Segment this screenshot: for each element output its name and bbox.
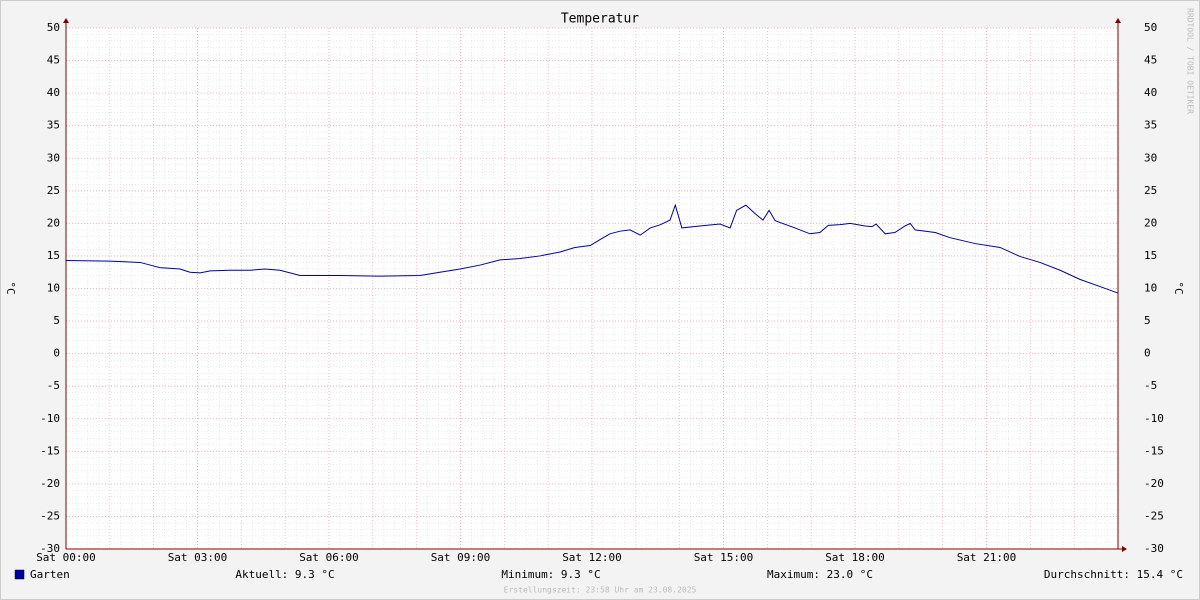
y-tick-label: 30 [47,151,60,164]
y-tick-label: 15 [47,249,60,262]
watermark: RRDTOOL / TOBI OETIKER [1186,8,1195,114]
y-tick-label: -15 [40,444,60,457]
y-tick-label-right: -15 [1144,444,1164,457]
legend-entry: Garten [30,568,70,581]
y-tick-label-right: 45 [1144,54,1157,67]
y-tick-label: 40 [47,86,60,99]
axis-arrow [1115,18,1121,23]
y-tick-label: -25 [40,509,60,522]
marks [65,203,1119,294]
y-tick-label: 20 [47,216,60,229]
y-tick-label: 5 [53,314,60,327]
chart-title: Temperatur [561,12,639,27]
y-tick-label: -20 [40,477,60,490]
legend-swatch [14,569,25,580]
stat: Maximum: 23.0 °C [767,568,873,581]
stat: Aktuell: 9.3 °C [235,568,334,581]
y-tick-label: -30 [40,542,60,555]
y-tick-label: 25 [47,184,60,197]
stat: Durchschnitt: 15.4 °C [1044,568,1183,581]
y-tick-label-right: -10 [1144,412,1164,425]
axis-arrow [63,18,69,23]
y-tick-label: 10 [47,282,60,295]
y-tick-label: 50 [47,21,60,34]
footer: Erstellungszeit: 23:58 Uhr am 23.08.2025 [504,586,697,595]
y-tick-label: -10 [40,412,60,425]
x-tick-label: Sat 06:00 [299,551,359,564]
stat: Minimum: 9.3 °C [501,568,600,581]
y-tick-label: -5 [47,379,60,392]
y-axis-label: °C [4,281,17,294]
y-tick-label-right: -25 [1144,509,1164,522]
y-tick-label-right: 10 [1144,282,1157,295]
y-tick-label-right: 35 [1144,119,1157,132]
y-tick-label-right: 20 [1144,216,1157,229]
y-tick-label-right: -5 [1144,379,1157,392]
y-tick-label-right: -30 [1144,542,1164,555]
y-tick-label-right: 40 [1144,86,1157,99]
y-tick-label-right: -20 [1144,477,1164,490]
y-tick-label: 0 [53,347,60,360]
y-tick-label-right: 15 [1144,249,1157,262]
axis-arrow [1122,546,1127,552]
y-tick-label-right: 5 [1144,314,1151,327]
x-tick-label: Sat 21:00 [957,551,1017,564]
y-tick-label: 35 [47,119,60,132]
x-tick-label: Sat 18:00 [825,551,885,564]
x-tick-label: Sat 00:00 [36,551,96,564]
x-tick-label: Sat 15:00 [694,551,754,564]
y-tick-label-right: 30 [1144,151,1157,164]
y-tick-label-right: 50 [1144,21,1157,34]
y-tick-label-right: 25 [1144,184,1157,197]
y-axis-label-right: °C [1172,281,1185,294]
x-tick-label: Sat 03:00 [168,551,228,564]
y-tick-label-right: 0 [1144,347,1151,360]
x-tick-label: Sat 09:00 [431,551,491,564]
y-tick-label: 45 [47,54,60,67]
x-tick-label: Sat 12:00 [562,551,622,564]
series-line [65,203,1119,294]
